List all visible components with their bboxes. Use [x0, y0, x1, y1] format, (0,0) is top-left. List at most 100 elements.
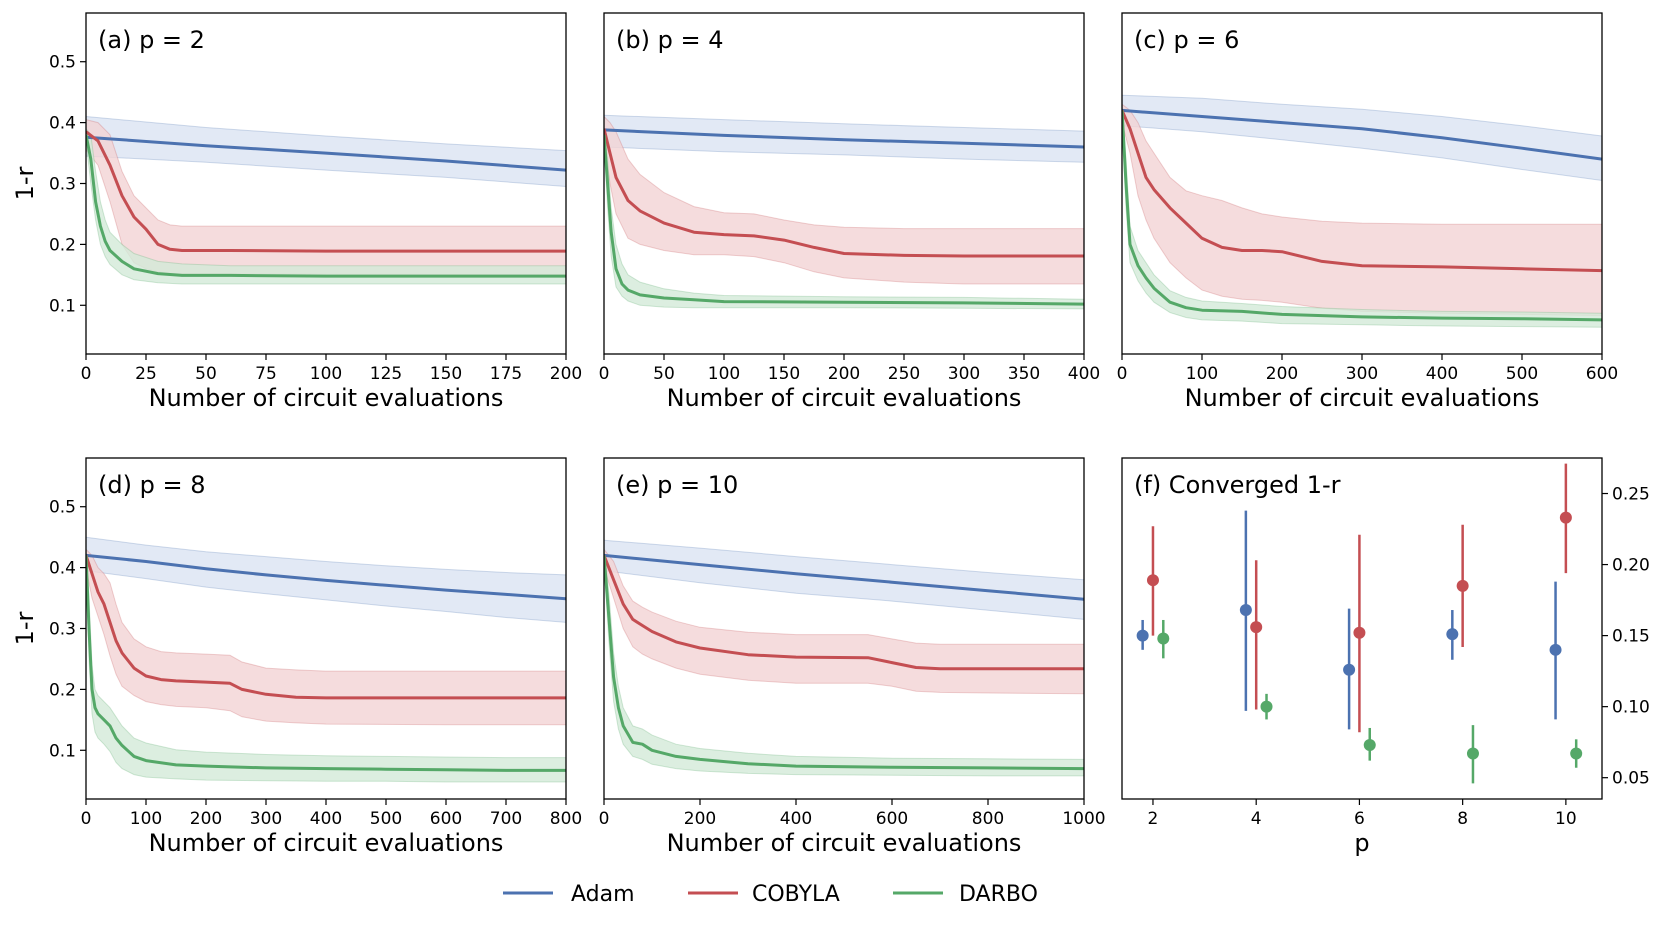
x-tick-label: 1000: [1062, 809, 1105, 829]
line-cobyla: [1122, 109, 1602, 273]
point-darbo: [1157, 632, 1170, 645]
legend-item-adam: Adam: [503, 882, 635, 907]
point-adam: [1549, 643, 1562, 656]
x-tick-label: 100: [708, 364, 740, 384]
y-tick-label: 0.20: [1612, 556, 1650, 576]
x-tick-label: 350: [1008, 364, 1040, 384]
x-tick-label: 700: [490, 809, 522, 829]
y-tick-label: 0.3: [49, 620, 76, 640]
point-adam: [1136, 629, 1149, 642]
y-axis-label: 1-r: [11, 166, 39, 200]
legend: Adam COBYLA DARBO: [503, 882, 1038, 907]
band-darbo: [604, 128, 1084, 310]
panel-b: 0 50 100 150 200 250 300 350 400 (b) p = 4 Number …: [599, 12, 1100, 412]
x-tick-label: 500: [370, 809, 402, 829]
x-tick-label: 600: [876, 809, 908, 829]
legend-label: DARBO: [959, 882, 1038, 907]
axes-frame: [85, 12, 567, 355]
x-tick-label: 4: [1251, 809, 1262, 829]
x-tick-label: 100: [1186, 364, 1218, 384]
y-tick-label: 0.2: [49, 235, 76, 255]
point-adam: [1446, 628, 1459, 641]
y-tick-label: 0.3: [49, 175, 76, 195]
y-tick-label: 0.1: [49, 296, 76, 316]
x-tick-label: 0: [599, 364, 610, 384]
x-axis-label: Number of circuit evaluations: [667, 384, 1022, 412]
panel-e: 0 200 400 600 800 1000 (e) p = 10 Number of cir…: [599, 457, 1106, 857]
line-adam: [604, 553, 1084, 601]
x-tick-label: 0: [81, 809, 92, 829]
x-axis-label: Number of circuit evaluations: [149, 384, 504, 412]
y-tick-label: 0.4: [49, 559, 76, 579]
band-darbo: [604, 549, 1084, 777]
legend-item-darbo: DARBO: [893, 882, 1038, 907]
band-cobyla: [604, 548, 1084, 695]
y-tick-label: 0.5: [49, 498, 76, 518]
y-tick-label: 0.4: [49, 114, 76, 134]
y-tick-label: 0.05: [1612, 769, 1650, 789]
x-tick-label: 200: [550, 364, 582, 384]
y-tick-label: 0.5: [49, 53, 76, 73]
y-tick-label: 0.15: [1612, 627, 1650, 647]
band-darbo: [1122, 104, 1602, 328]
point-cobyla: [1146, 574, 1159, 587]
plot-area: [86, 536, 566, 783]
line-darbo: [604, 555, 1084, 771]
y-tick-label: 0.25: [1612, 485, 1650, 505]
line-adam: [1122, 108, 1602, 161]
x-tick-label: 75: [255, 364, 277, 384]
x-tick-label: 600: [430, 809, 462, 829]
x-tick-label: 6: [1354, 809, 1365, 829]
x-tick-label: 150: [430, 364, 462, 384]
legend-item-cobyla: COBYLA: [688, 882, 840, 907]
plot-area: [604, 539, 1084, 777]
line-adam: [86, 135, 566, 172]
point-darbo: [1570, 747, 1583, 760]
legend-label: COBYLA: [752, 882, 840, 907]
x-tick-label: 400: [310, 809, 342, 829]
x-tick-label: 200: [684, 809, 716, 829]
plot-area: [1136, 463, 1583, 784]
point-cobyla: [1353, 626, 1366, 639]
y-axis-label: 1-r: [11, 611, 39, 645]
axes-frame: [603, 457, 1085, 800]
point-cobyla: [1559, 511, 1572, 524]
x-axis-label: Number of circuit evaluations: [149, 829, 504, 857]
x-tick-label: 200: [828, 364, 860, 384]
y-tick-label: 0.10: [1612, 698, 1650, 718]
x-axis-label: Number of circuit evaluations: [1185, 384, 1540, 412]
x-tick-label: 200: [1266, 364, 1298, 384]
band-adam: [604, 539, 1084, 620]
panel-c: 0 100 200 300 400 500 600 (c) p = 6 Number of ci…: [1117, 12, 1618, 412]
panel-a: 0 25 50 75 100 125 150 175 200 0.1 0.2 0.3 0.4 0.5 (a)…: [11, 12, 582, 412]
x-tick-label: 50: [653, 364, 675, 384]
line-darbo: [604, 134, 1084, 306]
plot-area: [604, 114, 1084, 310]
x-tick-label: 150: [768, 364, 800, 384]
axes-frame: [1121, 457, 1603, 800]
y-tick-label: 0.2: [49, 680, 76, 700]
x-tick-label: 400: [780, 809, 812, 829]
point-darbo: [1363, 739, 1376, 752]
x-tick-label: 0: [81, 364, 92, 384]
x-tick-label: 300: [948, 364, 980, 384]
line-darbo: [86, 555, 566, 772]
panel-title: (d) p = 8: [98, 471, 205, 499]
point-cobyla: [1250, 621, 1263, 634]
x-tick-label: 2: [1148, 809, 1159, 829]
point-adam: [1239, 604, 1252, 617]
band-cobyla: [604, 115, 1084, 285]
x-tick-label: 300: [1346, 364, 1378, 384]
x-tick-label: 50: [195, 364, 217, 384]
x-tick-label: 500: [1506, 364, 1538, 384]
x-tick-label: 10: [1555, 809, 1577, 829]
x-tick-label: 100: [130, 809, 162, 829]
x-tick-label: 400: [1426, 364, 1458, 384]
band-adam: [86, 115, 566, 188]
x-tick-label: 175: [490, 364, 522, 384]
y-tick-label: 0.1: [49, 741, 76, 761]
line-darbo: [86, 134, 566, 278]
x-axis-label: Number of circuit evaluations: [667, 829, 1022, 857]
x-tick-label: 8: [1457, 809, 1468, 829]
